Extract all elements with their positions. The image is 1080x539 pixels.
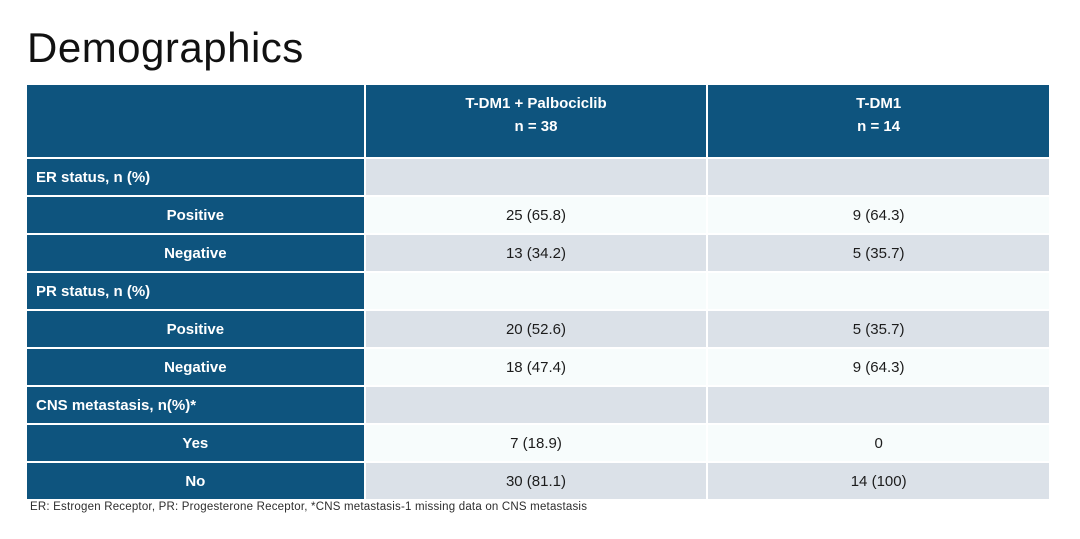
table-cell xyxy=(708,273,1049,309)
table-cell: 14 (100) xyxy=(708,463,1049,499)
row-label: Yes xyxy=(27,425,364,461)
demographics-table: T-DM1 + Palbociclib n = 38 T-DM1 n = 14 … xyxy=(25,83,1051,501)
table-header-row: T-DM1 + Palbociclib n = 38 T-DM1 n = 14 xyxy=(27,85,1049,157)
table-cell xyxy=(708,159,1049,195)
arm1-title: T-DM1 + Palbociclib xyxy=(465,95,607,112)
table-cell: 9 (64.3) xyxy=(708,349,1049,385)
header-cell-label xyxy=(27,85,364,157)
table-cell: 18 (47.4) xyxy=(365,349,707,385)
table-cell: 5 (35.7) xyxy=(708,235,1049,271)
table-row-pr-status: PR status, n (%) xyxy=(27,273,1049,309)
row-label: CNS metastasis, n(%)* xyxy=(27,387,364,423)
table-row-cns-metastasis: CNS metastasis, n(%)* xyxy=(27,387,1049,423)
table-cell xyxy=(708,387,1049,423)
table-cell xyxy=(365,159,707,195)
arm2-title: T-DM1 xyxy=(856,95,902,112)
row-label: Negative xyxy=(27,349,364,385)
header-cell-arm1: T-DM1 + Palbociclib n = 38 xyxy=(365,85,707,157)
table-cell xyxy=(365,387,707,423)
table-row-er-status: ER status, n (%) xyxy=(27,159,1049,195)
table-cell: 13 (34.2) xyxy=(365,235,707,271)
footnote: ER: Estrogen Receptor, PR: Progesterone … xyxy=(30,501,588,513)
header-cell-arm2: T-DM1 n = 14 xyxy=(708,85,1049,157)
table-row-cns-no: No 30 (81.1) 14 (100) xyxy=(27,463,1049,499)
arm2-n: n = 14 xyxy=(857,118,901,135)
table-cell xyxy=(365,273,707,309)
arm1-n: n = 38 xyxy=(514,118,558,135)
table-cell: 0 xyxy=(708,425,1049,461)
row-label: Positive xyxy=(27,311,364,347)
table-cell: 5 (35.7) xyxy=(708,311,1049,347)
row-label: Negative xyxy=(27,235,364,271)
table-cell: 7 (18.9) xyxy=(365,425,707,461)
table-row-er-negative: Negative 13 (34.2) 5 (35.7) xyxy=(27,235,1049,271)
row-label: No xyxy=(27,463,364,499)
table-row-pr-positive: Positive 20 (52.6) 5 (35.7) xyxy=(27,311,1049,347)
table-cell: 25 (65.8) xyxy=(365,197,707,233)
row-label: Positive xyxy=(27,197,364,233)
table-row-cns-yes: Yes 7 (18.9) 0 xyxy=(27,425,1049,461)
table-row-pr-negative: Negative 18 (47.4) 9 (64.3) xyxy=(27,349,1049,385)
row-label: PR status, n (%) xyxy=(27,273,364,309)
table-cell: 30 (81.1) xyxy=(365,463,707,499)
table-cell: 9 (64.3) xyxy=(708,197,1049,233)
page-title: Demographics xyxy=(27,24,304,71)
table-row-er-positive: Positive 25 (65.8) 9 (64.3) xyxy=(27,197,1049,233)
row-label: ER status, n (%) xyxy=(27,159,364,195)
table-cell: 20 (52.6) xyxy=(365,311,707,347)
